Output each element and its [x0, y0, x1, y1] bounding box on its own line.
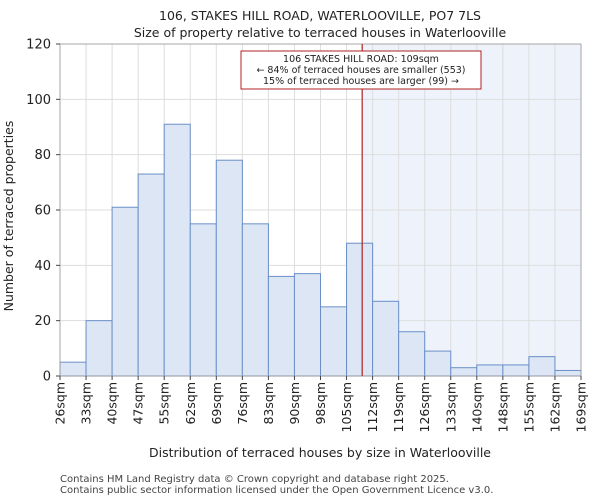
bar — [450, 367, 478, 377]
x-tick-label: 119sqm — [391, 382, 406, 432]
bar — [267, 275, 295, 377]
footer-line-2: Contains public sector information licen… — [60, 485, 494, 496]
x-tick-label: 47sqm — [131, 382, 146, 425]
y-tick-label: 0 — [43, 370, 51, 385]
bar — [59, 361, 87, 377]
annotation-line3: 15% of terraced houses are larger (99) → — [263, 76, 459, 87]
x-tick-label: 112sqm — [365, 382, 380, 432]
bar — [424, 350, 452, 377]
x-tick-label: 98sqm — [313, 382, 328, 425]
x-tick-label: 155sqm — [521, 382, 536, 432]
y-tick-label: 60 — [34, 204, 51, 219]
x-tick-label: 40sqm — [105, 382, 120, 425]
annotation-line2: ← 84% of terraced houses are smaller (55… — [256, 65, 465, 76]
bar — [137, 173, 165, 377]
x-tick-label: 126sqm — [417, 382, 432, 432]
y-tick-label: 120 — [26, 38, 51, 53]
x-tick-label: 162sqm — [547, 382, 562, 432]
bar — [293, 273, 322, 377]
y-tick-label: 80 — [34, 148, 51, 163]
bar — [502, 364, 530, 377]
x-tick-label: 90sqm — [287, 382, 302, 425]
bar — [215, 159, 243, 377]
x-tick-label: 133sqm — [443, 382, 458, 432]
y-axis-label: Number of terraced properties — [1, 121, 16, 312]
x-tick-label: 105sqm — [339, 382, 354, 432]
bar — [85, 320, 113, 377]
y-tick-label: 20 — [34, 314, 51, 329]
x-tick-label: 148sqm — [495, 382, 510, 432]
bar — [189, 223, 217, 377]
bar — [241, 223, 269, 377]
bar — [346, 242, 374, 377]
chart-title-line1: 106, STAKES HILL ROAD, WATERLOOVILLE, PO… — [159, 8, 481, 23]
bar — [398, 331, 426, 377]
annotation-line1: 106 STAKES HILL ROAD: 109sqm — [283, 54, 439, 65]
x-axis-label: Distribution of terraced houses by size … — [149, 445, 491, 460]
bar — [554, 369, 582, 377]
x-tick-label: 83sqm — [261, 382, 276, 425]
bar — [111, 206, 139, 377]
x-tick-label: 33sqm — [79, 382, 94, 425]
x-tick-label: 140sqm — [469, 382, 484, 432]
x-tick-label: 26sqm — [53, 382, 68, 425]
x-tick-label: 76sqm — [235, 382, 250, 425]
y-tick-label: 40 — [34, 259, 51, 274]
x-tick-label: 69sqm — [209, 382, 224, 425]
bar — [476, 364, 504, 377]
x-tick-label: 55sqm — [157, 382, 172, 425]
bar — [320, 306, 348, 377]
bar — [528, 356, 556, 377]
x-tick-label: 169sqm — [574, 382, 589, 432]
plot-area: 0 20 40 60 80 100 120 26sqm 33sqm 40sqm 47sqm 55sqm… — [26, 38, 588, 433]
annotation-box — [240, 50, 482, 90]
bar — [372, 300, 400, 377]
footer-line-1: Contains HM Land Registry data © Crown c… — [60, 474, 449, 485]
bar — [163, 123, 191, 377]
x-tick-label: 62sqm — [183, 382, 198, 425]
chart-title-line2: Size of property relative to terraced ho… — [134, 25, 507, 40]
y-tick-label: 100 — [26, 93, 51, 108]
